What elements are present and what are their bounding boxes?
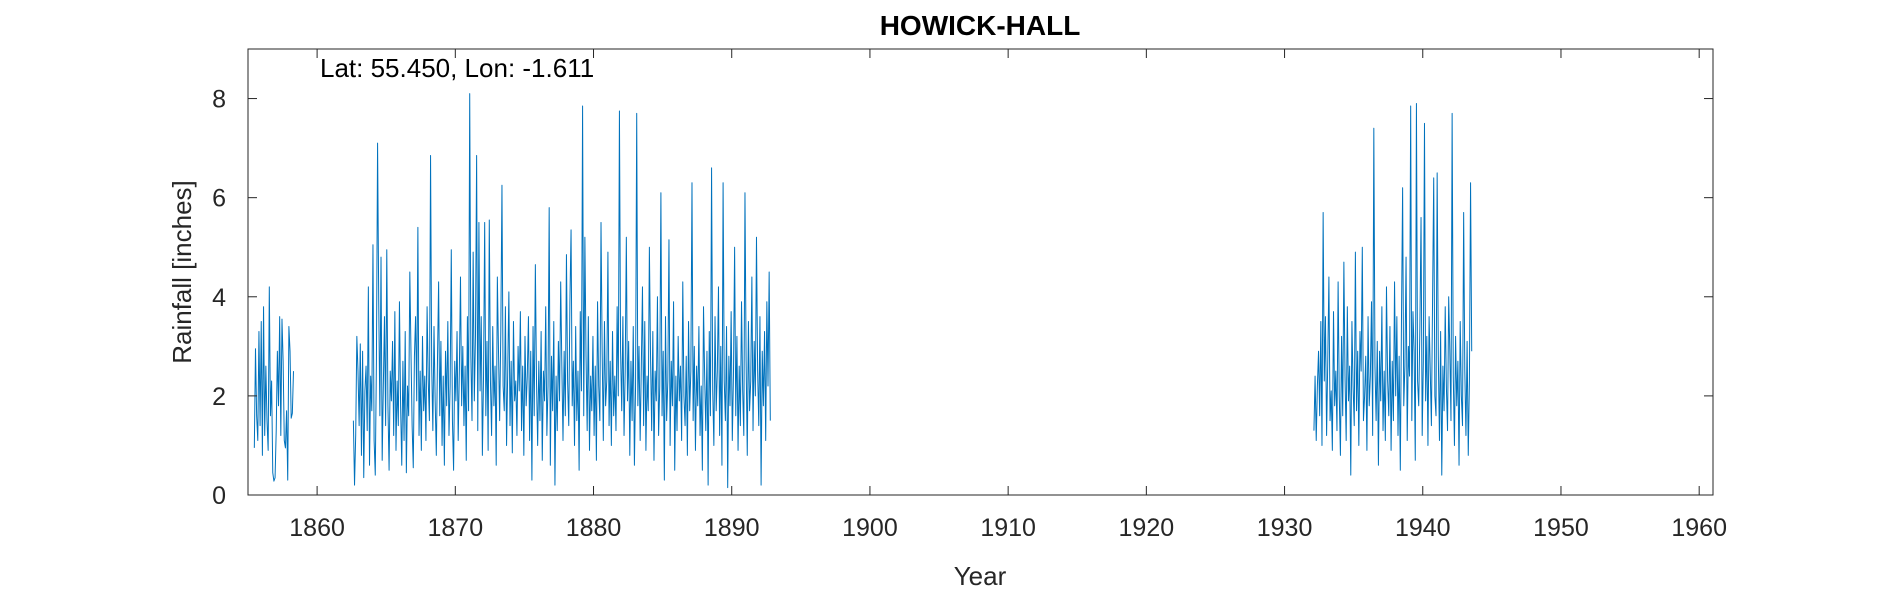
- x-tick-label: 1930: [1257, 514, 1313, 542]
- x-tick-label: 1910: [980, 514, 1036, 542]
- x-tick-label: 1940: [1395, 514, 1451, 542]
- x-tick-label: 1900: [842, 514, 898, 542]
- rainfall-series-line: [352, 93, 771, 489]
- x-axis-ticks: 1860 1870 1880 1890 1900 1910 1920 1930 1940 1950…: [289, 49, 1727, 542]
- y-tick-label: 8: [212, 86, 226, 114]
- y-axis-ticks: 0 2 4 6 8: [212, 86, 1713, 510]
- rainfall-series-line: [1313, 103, 1473, 476]
- plot-area: [247, 48, 1714, 496]
- y-axis-title: Rainfall [inches]: [167, 180, 197, 364]
- y-tick-label: 0: [212, 482, 226, 510]
- rainfall-series-line: [253, 286, 294, 482]
- y-tick-label: 2: [212, 383, 226, 411]
- x-tick-label: 1890: [704, 514, 760, 542]
- x-tick-label: 1880: [566, 514, 622, 542]
- x-tick-label: 1960: [1671, 514, 1727, 542]
- x-tick-label: 1920: [1119, 514, 1175, 542]
- x-tick-label: 1950: [1533, 514, 1589, 542]
- x-axis-title: Year: [954, 561, 1007, 591]
- x-tick-label: 1870: [427, 514, 483, 542]
- chart-title: HOWICK-HALL: [880, 10, 1081, 41]
- location-annotation: Lat: 55.450, Lon: -1.611: [320, 53, 594, 83]
- data-layer: [253, 93, 1473, 489]
- x-tick-label: 1860: [289, 514, 345, 542]
- y-tick-label: 4: [212, 284, 226, 312]
- y-tick-label: 6: [212, 185, 226, 213]
